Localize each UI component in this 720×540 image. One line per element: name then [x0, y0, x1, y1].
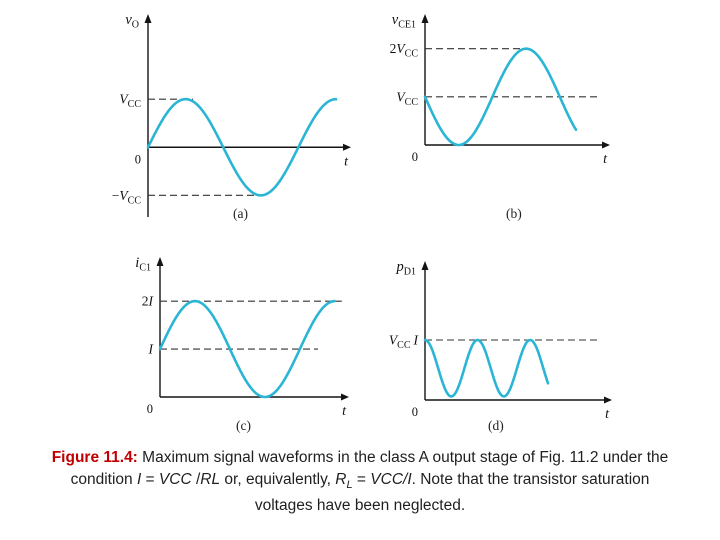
x-axis-label: t	[603, 152, 608, 167]
chart-b: 2VCC VCC vCE1 t 0	[367, 5, 615, 172]
label-part: CC	[128, 195, 142, 206]
label-part: CC	[405, 97, 419, 108]
label-part: V	[119, 188, 129, 203]
x-axis-arrow-icon	[604, 396, 612, 404]
label-part: V	[119, 92, 129, 107]
label-part: D1	[404, 267, 416, 278]
caption-segment: VCC	[158, 471, 192, 489]
waveform-path	[158, 299, 337, 399]
x-axis-label: t	[342, 404, 347, 419]
chart-c-sublabel: (c)	[236, 418, 251, 433]
label-part: I	[148, 342, 155, 357]
label-part: 2	[142, 294, 149, 309]
caption-segment: Maximum signal waveforms in the class A …	[70, 449, 669, 489]
origin-label: 0	[135, 152, 141, 166]
reference-level-label: I	[148, 342, 155, 357]
origin-label: 0	[412, 150, 418, 164]
caption-segment: =	[141, 471, 159, 489]
label-part: i	[135, 255, 139, 271]
label-part: −	[112, 188, 120, 203]
y-axis-label: pD1	[396, 259, 416, 278]
figure-caption-body: Maximum signal waveforms in the class A …	[71, 449, 669, 514]
label-part: p	[396, 259, 404, 275]
waveform-path	[423, 47, 578, 147]
label-part: 0	[412, 405, 418, 419]
caption-segment: VCC/I	[370, 471, 412, 489]
reference-level-label: 2I	[142, 294, 155, 309]
label-part: t	[603, 152, 608, 167]
label-part: C1	[139, 263, 151, 274]
reference-level-label: VCC	[119, 92, 141, 111]
y-axis-arrow-icon	[421, 14, 429, 23]
reference-level-label: VCC I	[389, 333, 420, 352]
caption-segment: RL	[200, 471, 221, 489]
label-part: t	[344, 154, 349, 169]
label-part: V	[396, 89, 406, 104]
y-axis-arrow-icon	[156, 257, 164, 266]
label-part: v	[392, 12, 399, 28]
reference-level-label: VCC	[396, 89, 418, 108]
x-axis-label: t	[344, 154, 349, 169]
label-part: 0	[412, 150, 418, 164]
label-part: 2	[390, 41, 397, 56]
caption-segment: =	[352, 471, 371, 489]
origin-label: 0	[412, 405, 418, 419]
y-axis-arrow-icon	[144, 14, 152, 23]
chart-b-sublabel: (b)	[506, 206, 522, 221]
reference-level-label: 2VCC	[390, 41, 419, 60]
caption-segment: R	[335, 471, 347, 489]
caption-segment: /	[191, 471, 201, 489]
waveform-path	[423, 338, 550, 398]
label-part: 0	[147, 402, 153, 416]
figure-caption-label: Figure 11.4:	[51, 449, 138, 466]
y-axis-arrow-icon	[421, 261, 429, 270]
caption-segment: . Note that the transistor saturation vo…	[254, 471, 650, 514]
label-part: 0	[135, 152, 141, 166]
x-axis-arrow-icon	[343, 143, 351, 151]
y-axis-label: iC1	[135, 255, 151, 274]
label-part: I	[148, 294, 155, 309]
figure-caption: Figure 11.4: Maximum signal waveforms in…	[45, 447, 675, 517]
label-part: V	[389, 333, 399, 348]
label-part: t	[342, 404, 347, 419]
y-axis-label: vO	[125, 12, 139, 31]
x-axis-arrow-icon	[602, 141, 610, 149]
x-axis-label: t	[605, 407, 610, 422]
caption-segment: L	[346, 479, 353, 492]
chart-d-sublabel: (d)	[488, 418, 504, 433]
caption-segment: or, equivalently,	[220, 471, 336, 489]
label-part: I	[413, 333, 420, 348]
label-part: CE1	[398, 20, 416, 31]
label-part: O	[132, 20, 139, 31]
caption-segment: I	[136, 471, 142, 489]
origin-label: 0	[147, 402, 153, 416]
label-part: V	[396, 41, 406, 56]
chart-a-sublabel: (a)	[233, 206, 248, 221]
label-part: CC	[397, 340, 411, 351]
y-axis-label: vCE1	[392, 12, 416, 31]
label-part: v	[125, 12, 132, 28]
waveform-path	[146, 97, 338, 197]
x-axis-arrow-icon	[341, 393, 349, 401]
label-part: CC	[405, 49, 419, 60]
chart-a: VCC −VCC vO t 0	[90, 5, 356, 244]
label-part: CC	[128, 99, 142, 110]
reference-level-label: −VCC	[112, 188, 142, 207]
label-part: t	[605, 407, 610, 422]
